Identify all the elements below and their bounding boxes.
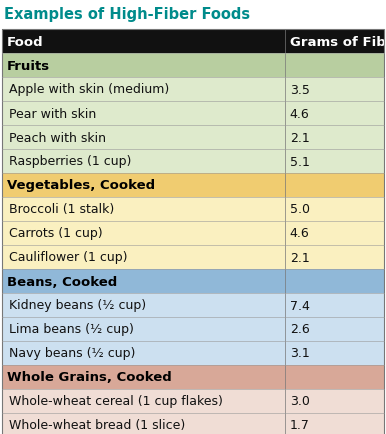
Bar xyxy=(2,102,384,126)
Bar xyxy=(2,365,384,389)
Text: Raspberries (1 cup): Raspberries (1 cup) xyxy=(9,155,131,168)
Text: Kidney beans (½ cup): Kidney beans (½ cup) xyxy=(9,299,146,312)
Bar xyxy=(2,317,384,341)
Text: Vegetables, Cooked: Vegetables, Cooked xyxy=(7,179,155,192)
Text: 3.5: 3.5 xyxy=(290,83,310,96)
Bar xyxy=(2,246,384,270)
Text: Beans, Cooked: Beans, Cooked xyxy=(7,275,117,288)
Text: Whole-wheat bread (1 slice): Whole-wheat bread (1 slice) xyxy=(9,418,185,431)
Text: Examples of High-Fiber Foods: Examples of High-Fiber Foods xyxy=(4,7,250,22)
Text: Whole Grains, Cooked: Whole Grains, Cooked xyxy=(7,371,172,384)
Text: Whole-wheat cereal (1 cup flakes): Whole-wheat cereal (1 cup flakes) xyxy=(9,395,223,408)
Text: 2.1: 2.1 xyxy=(290,251,310,264)
Bar xyxy=(2,341,384,365)
Text: Carrots (1 cup): Carrots (1 cup) xyxy=(9,227,103,240)
Bar xyxy=(2,413,384,434)
Text: 5.1: 5.1 xyxy=(290,155,310,168)
Text: Cauliflower (1 cup): Cauliflower (1 cup) xyxy=(9,251,127,264)
Text: 7.4: 7.4 xyxy=(290,299,310,312)
Bar xyxy=(2,174,384,197)
Bar xyxy=(2,54,384,78)
Text: 2.1: 2.1 xyxy=(290,131,310,144)
Text: Peach with skin: Peach with skin xyxy=(9,131,106,144)
Bar xyxy=(2,78,384,102)
Bar xyxy=(2,389,384,413)
Bar xyxy=(2,150,384,174)
Text: Pear with skin: Pear with skin xyxy=(9,107,96,120)
Text: Grams of Fiber: Grams of Fiber xyxy=(290,36,386,48)
Text: Food: Food xyxy=(7,36,44,48)
Text: 5.0: 5.0 xyxy=(290,203,310,216)
Bar xyxy=(2,126,384,150)
Text: Apple with skin (medium): Apple with skin (medium) xyxy=(9,83,169,96)
Text: Fruits: Fruits xyxy=(7,59,50,72)
Text: 1.7: 1.7 xyxy=(290,418,310,431)
Text: 4.6: 4.6 xyxy=(290,227,310,240)
Bar xyxy=(2,221,384,246)
Text: Lima beans (½ cup): Lima beans (½ cup) xyxy=(9,323,134,336)
Text: 2.6: 2.6 xyxy=(290,323,310,336)
Text: Broccoli (1 stalk): Broccoli (1 stalk) xyxy=(9,203,114,216)
Text: 4.6: 4.6 xyxy=(290,107,310,120)
Text: Navy beans (½ cup): Navy beans (½ cup) xyxy=(9,347,135,360)
Bar xyxy=(2,30,384,54)
Text: 3.1: 3.1 xyxy=(290,347,310,360)
Text: 3.0: 3.0 xyxy=(290,395,310,408)
Bar xyxy=(2,197,384,221)
Bar xyxy=(2,293,384,317)
Bar xyxy=(2,270,384,293)
